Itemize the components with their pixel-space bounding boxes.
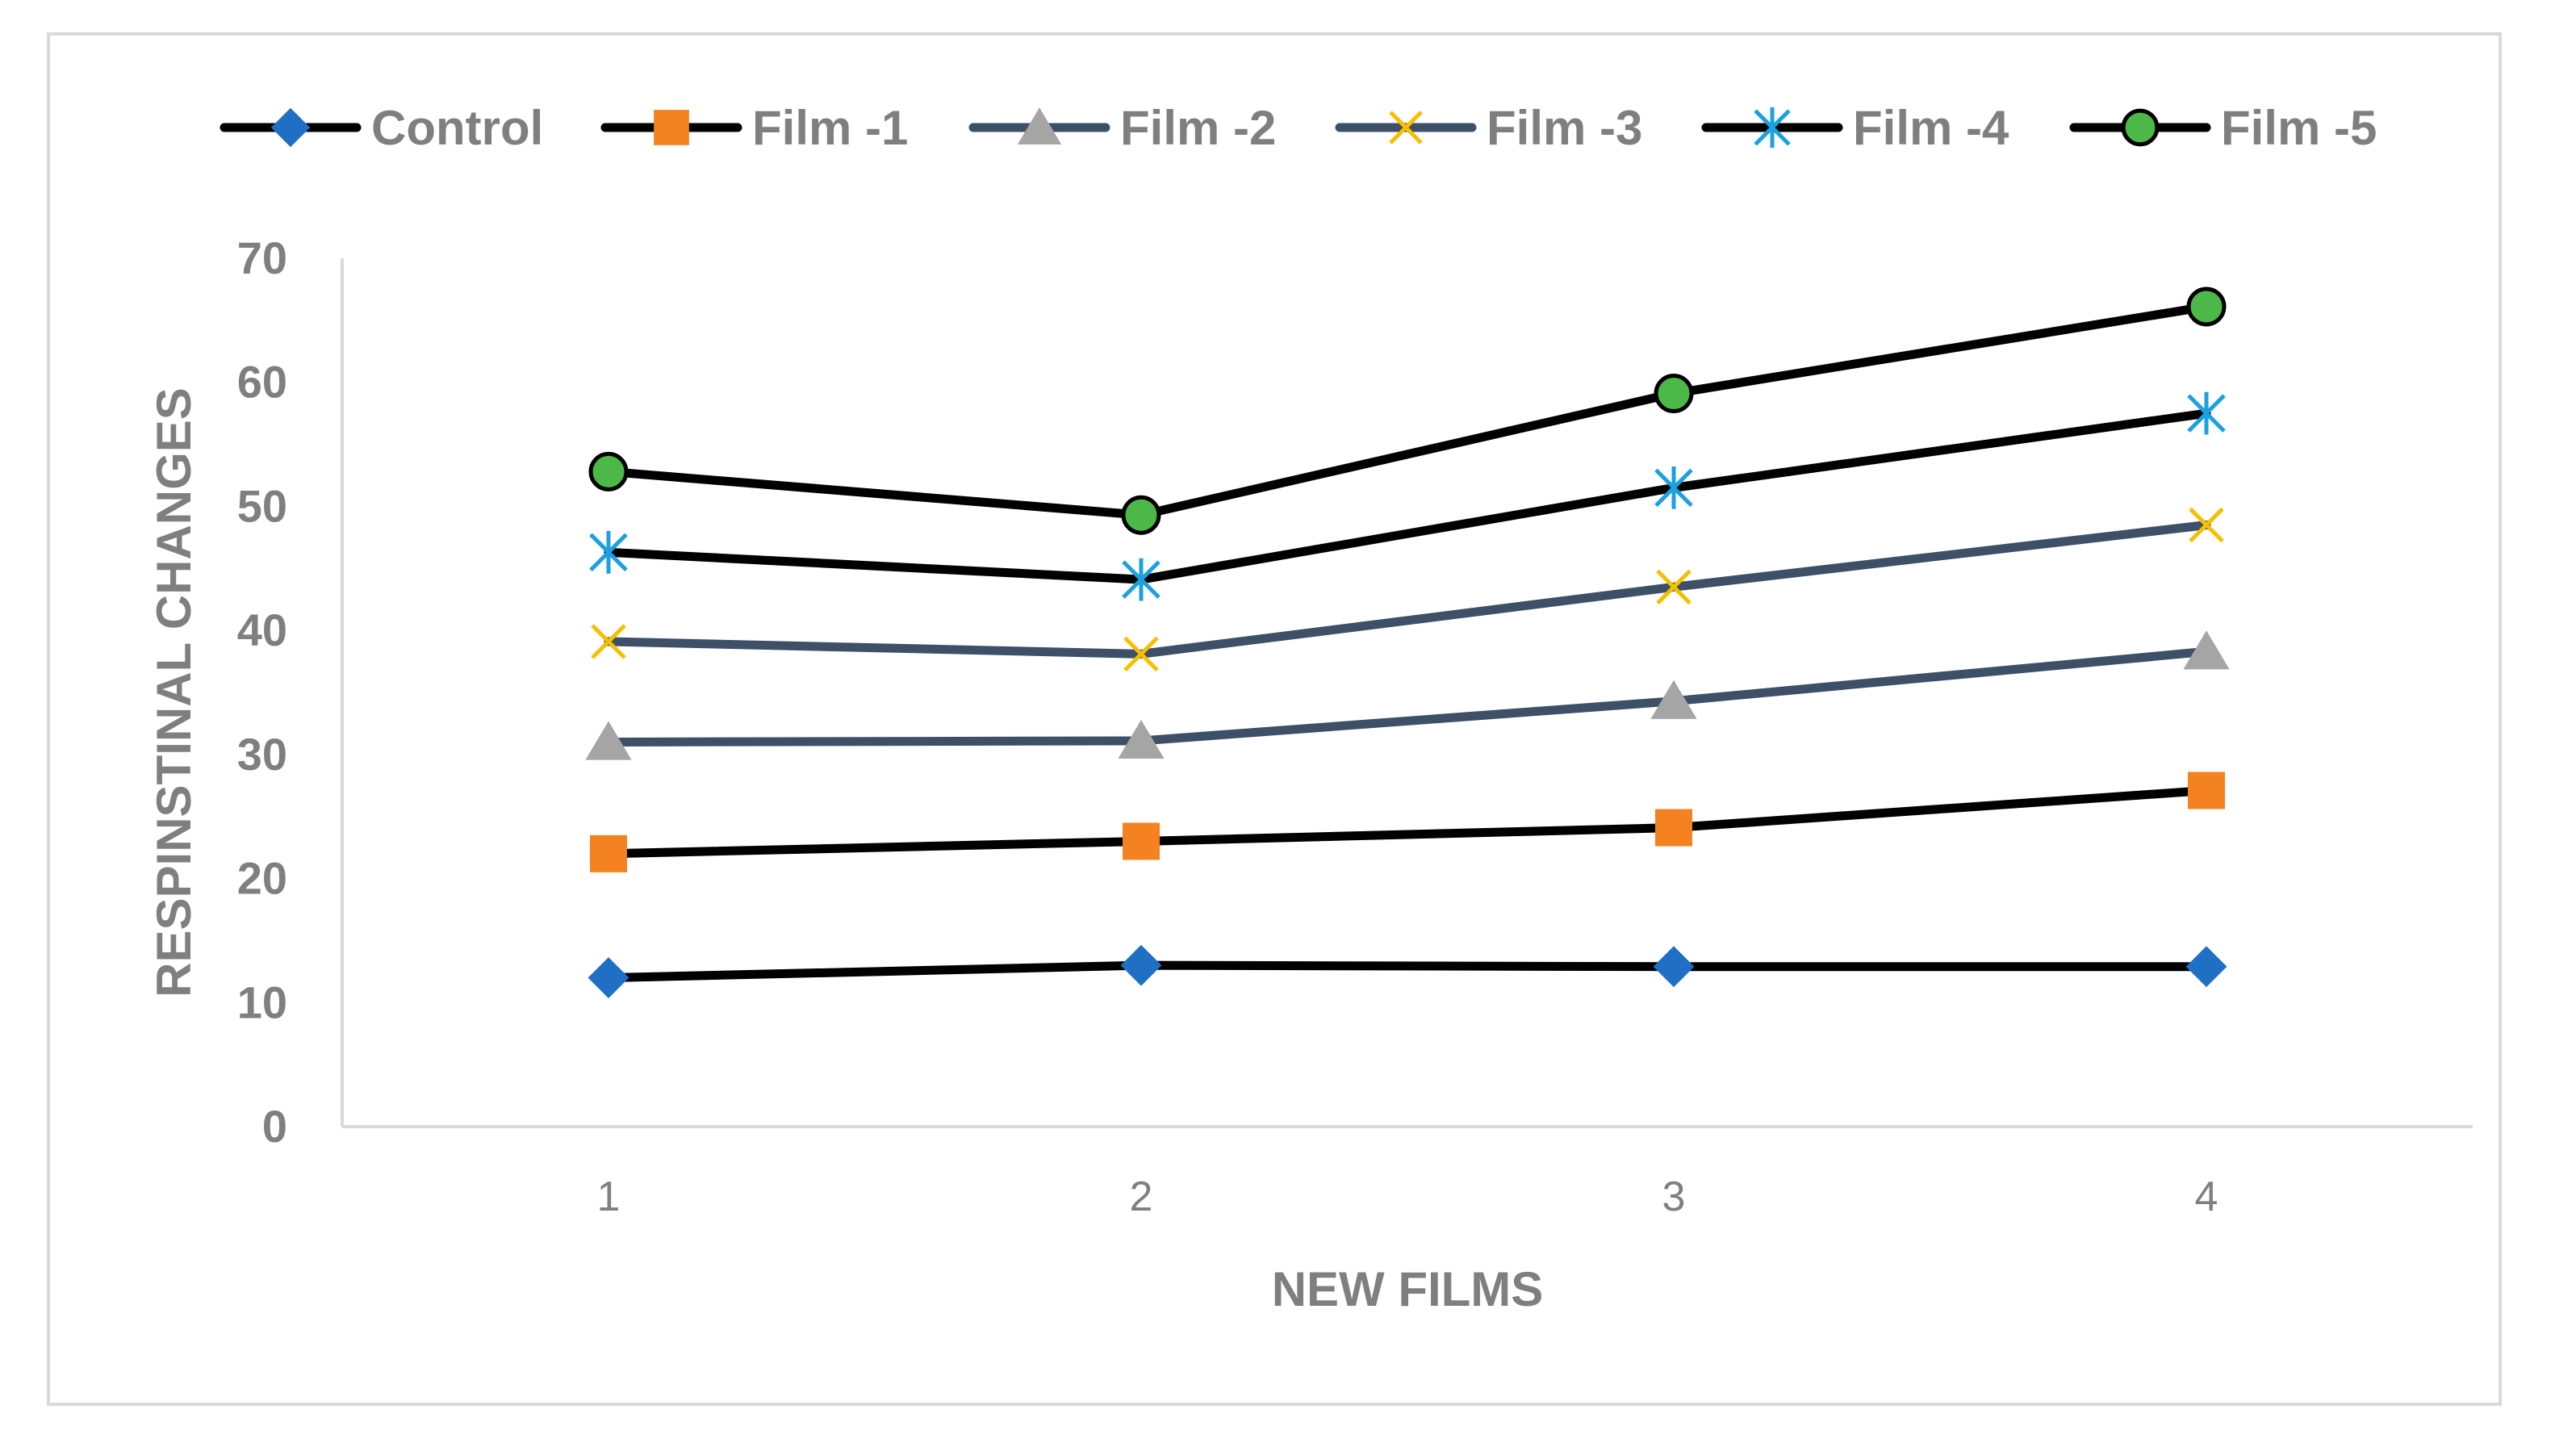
data-point [589, 530, 628, 574]
series-line [604, 408, 2211, 584]
y-tick-label: 0 [262, 1101, 287, 1152]
legend-label: Film -2 [1120, 101, 1276, 155]
data-point [588, 957, 629, 998]
series-3 [585, 630, 2230, 760]
legend-label: Control [371, 101, 543, 155]
x-tick-label: 2 [1130, 1173, 1153, 1220]
data-point [1389, 111, 1423, 144]
data-point [2185, 946, 2227, 988]
series-line [604, 785, 2211, 859]
series-1 [588, 944, 2227, 998]
legend-label: Film -1 [752, 101, 908, 155]
y-tick-label: 50 [237, 480, 287, 531]
data-point [585, 721, 632, 760]
data-point [2188, 772, 2225, 809]
x-tick-label: 4 [2195, 1173, 2218, 1220]
data-point [1120, 944, 1162, 986]
legend-label: Film -5 [2221, 101, 2377, 155]
legend-label: Film -4 [1853, 101, 2009, 155]
legend-entry: Film -4 [1701, 101, 2009, 155]
legend-entry: Film -1 [600, 101, 908, 155]
data-point [1650, 680, 1697, 719]
data-point [1653, 946, 1695, 988]
y-tick-label: 30 [237, 729, 287, 780]
series-6 [588, 287, 2227, 535]
legend-label: Film -3 [1487, 101, 1642, 155]
legend: Control Film -1 Film -2 Film -3 Film -4 Film … [220, 101, 2377, 155]
series-line [604, 960, 2211, 983]
x-tick-label: 3 [1662, 1173, 1686, 1220]
data-point [270, 107, 311, 148]
data-point [591, 624, 626, 659]
data-point [1655, 809, 1692, 847]
y-tick-label: 20 [237, 853, 287, 904]
data-point [654, 110, 689, 145]
data-point [2121, 108, 2160, 147]
data-point [1118, 719, 1165, 759]
series-line [604, 646, 2211, 747]
data-point [1121, 495, 1161, 535]
data-point [1656, 569, 1692, 605]
data-point [1754, 107, 1791, 148]
y-tick-label: 60 [237, 357, 287, 408]
chart-frame [47, 32, 2502, 1406]
series-4 [591, 507, 2224, 672]
y-tick-label: 70 [237, 232, 287, 283]
data-point [1017, 107, 1062, 144]
series-2 [590, 772, 2225, 872]
y-tick-label: 40 [237, 604, 287, 655]
axes: 0 10 20 30 40 50 60 70 1 2 3 4 [237, 232, 2473, 1220]
legend-entry: Film -3 [1335, 101, 1642, 155]
data-point [1654, 466, 1693, 509]
series-5 [589, 391, 2226, 601]
series-layer [585, 287, 2230, 998]
data-point [2183, 630, 2230, 670]
y-axis-title: RESPINSTINAL CHANGES [147, 387, 201, 998]
series-line [604, 520, 2211, 659]
data-point [1122, 558, 1160, 601]
data-point [588, 451, 629, 491]
data-point [590, 834, 627, 872]
data-point [2186, 287, 2227, 327]
data-point [1654, 374, 1694, 414]
y-tick-label: 10 [237, 977, 287, 1027]
data-point [1123, 822, 1160, 860]
legend-entry: Control [220, 101, 543, 155]
data-point [2187, 391, 2226, 435]
data-point [2189, 507, 2224, 543]
data-point [1123, 636, 1159, 672]
series-line [604, 302, 2211, 520]
legend-entry: Film -5 [2069, 101, 2377, 155]
x-axis-title: NEW FILMS [1272, 1262, 1544, 1316]
x-tick-label: 1 [597, 1173, 621, 1220]
legend-entry: Film -2 [968, 101, 1276, 155]
